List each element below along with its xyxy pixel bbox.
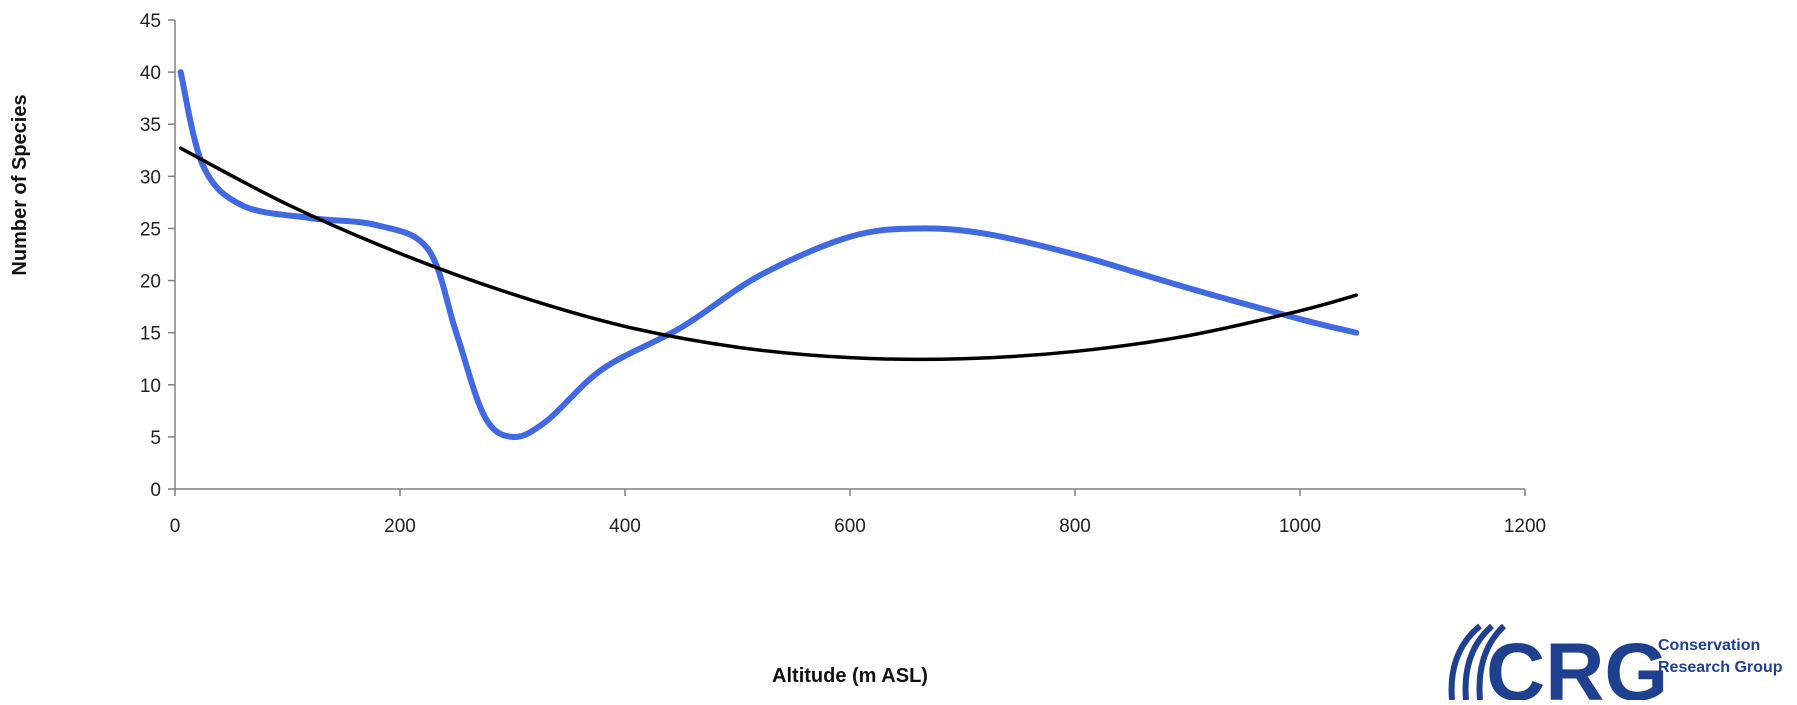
x-tick-label: 1200 bbox=[1504, 516, 1546, 537]
x-tick-label: 800 bbox=[1059, 516, 1091, 537]
y-tick-label: 5 bbox=[150, 428, 161, 449]
y-tick-label: 40 bbox=[140, 63, 161, 84]
logo-arc-icon bbox=[1448, 623, 1507, 700]
x-tick-label: 1000 bbox=[1279, 516, 1321, 537]
x-tick-label: 600 bbox=[834, 516, 866, 537]
y-tick-label: 45 bbox=[140, 11, 161, 32]
crg-logo: CRG Conservation Research Group bbox=[1420, 612, 1797, 700]
series-layer bbox=[177, 69, 1360, 440]
y-tick-label: 0 bbox=[150, 480, 161, 501]
logo-letters: CRG bbox=[1486, 627, 1668, 700]
y-tick-label: 30 bbox=[140, 167, 161, 188]
y-tick-label: 25 bbox=[140, 219, 161, 240]
y-tick-label: 15 bbox=[140, 324, 161, 345]
y-tick-label: 10 bbox=[140, 376, 161, 397]
x-tick-label: 0 bbox=[170, 516, 181, 537]
logo-text-line1: Conservation bbox=[1658, 637, 1760, 654]
crg-logo-mark: CRG Conservation Research Group bbox=[1448, 623, 1783, 700]
x-axis-title: Altitude (m ASL) bbox=[772, 665, 928, 687]
x-tick-label: 400 bbox=[609, 516, 641, 537]
trend-line bbox=[178, 146, 1358, 362]
logo-text-line2: Research Group bbox=[1658, 659, 1783, 676]
species-count-line bbox=[177, 69, 1360, 440]
x-tick-label: 200 bbox=[384, 516, 416, 537]
axes: 0 5 10 15 20 25 30 35 40 45 0 200 400 600 800 1000 1200 bbox=[140, 11, 1546, 537]
y-tick-label: 35 bbox=[140, 115, 161, 136]
y-tick-label: 20 bbox=[140, 272, 161, 293]
y-axis-title: Number of Species bbox=[9, 94, 31, 275]
